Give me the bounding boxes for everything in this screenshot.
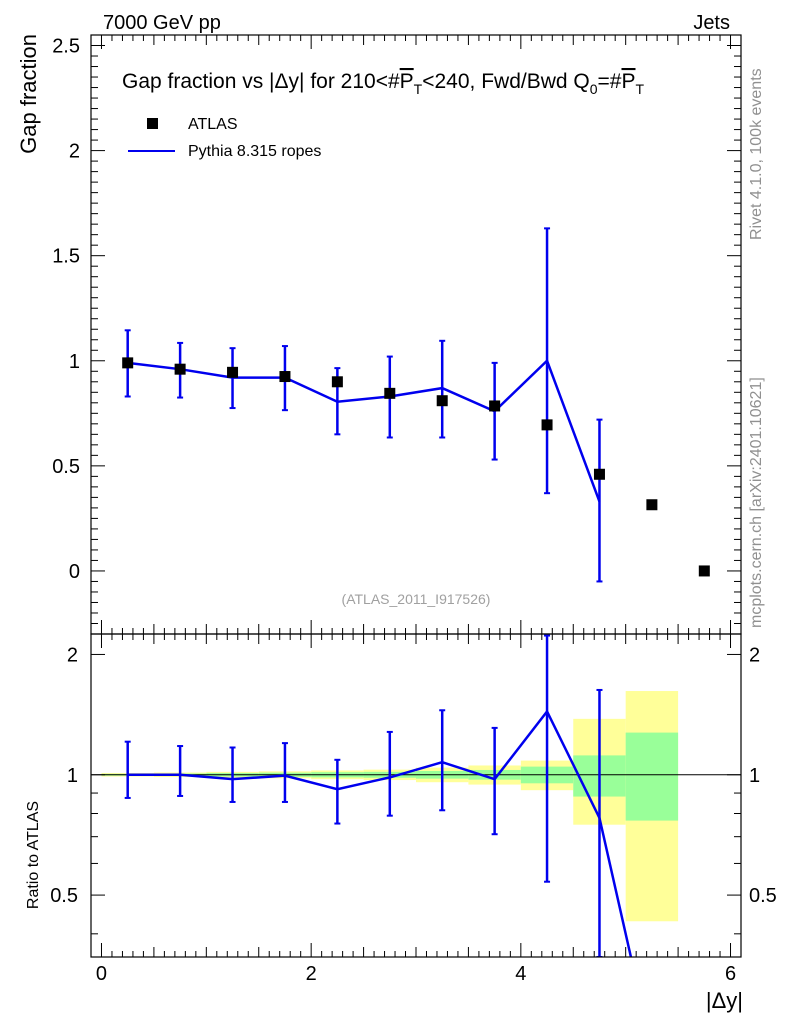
main-y-tick-label: 1.5 <box>52 246 80 268</box>
main-title: Gap fraction vs |Δy| for 210<#PT<240, Fw… <box>122 70 645 97</box>
main-y-tick-label: 0.5 <box>52 456 80 478</box>
atlas-marker <box>279 371 291 383</box>
x-tick-label: 2 <box>306 963 317 985</box>
main-y-tick-label: 2.5 <box>52 36 80 58</box>
legend-atlas-label: ATLAS <box>188 116 238 133</box>
atlas-marker <box>227 366 239 378</box>
atlas-marker <box>384 387 396 399</box>
legend-atlas-marker <box>147 118 158 129</box>
atlas-marker <box>541 419 553 431</box>
atlas-marker <box>436 395 448 407</box>
main-ylabel: Gap fraction <box>16 34 41 154</box>
main-y-tick-label: 0 <box>69 561 80 583</box>
main-y-tick-label: 2 <box>69 141 80 163</box>
ratio-ylabel: Ratio to ATLAS <box>25 801 42 909</box>
header-left: 7000 GeV pp <box>103 12 221 34</box>
atlas-marker <box>489 400 501 412</box>
legend-pythia-label: Pythia 8.315 ropes <box>188 143 321 160</box>
pythia-line <box>127 358 601 503</box>
x-tick-label: 6 <box>725 963 736 985</box>
mcplots-label: mcplots.cern.ch [arXiv:2401.10621] <box>748 377 765 628</box>
header-right: Jets <box>693 12 730 34</box>
ratio-y-tick-label-left: 1 <box>67 765 78 787</box>
ratio-y-tick-label-right: 1 <box>749 765 760 787</box>
x-tick-label: 4 <box>515 963 526 985</box>
x-axis-label: |Δy| <box>706 988 743 1013</box>
atlas-marker <box>331 376 343 388</box>
atlas-marker <box>646 499 658 511</box>
atlas-marker <box>593 468 605 480</box>
ratio-series-group <box>124 634 633 957</box>
ratio-y-tick-label-left: 0.5 <box>50 885 78 907</box>
ratio-y-tick-label-right: 0.5 <box>749 885 777 907</box>
atlas-marker <box>122 357 134 369</box>
analysis-watermark: (ATLAS_2011_I917526) <box>342 591 491 607</box>
rivet-label: Rivet 4.1.0, 100k events <box>748 68 765 240</box>
data-marks <box>122 227 710 957</box>
ratio-y-tick-label-right: 2 <box>749 644 760 666</box>
ratio-pythia-line <box>127 709 633 957</box>
green-band-bin <box>625 732 679 821</box>
axis-ticks: 0 2 4 6 0 0.5 1 1.5 2 2.5 0.5 0.5 1 1 2 2 <box>50 34 777 985</box>
atlas-marker <box>698 565 710 577</box>
ratio-y-tick-label-left: 2 <box>67 644 78 666</box>
main-y-tick-label: 1 <box>69 351 80 373</box>
atlas-marker <box>174 363 186 375</box>
x-tick-label: 0 <box>96 963 107 985</box>
